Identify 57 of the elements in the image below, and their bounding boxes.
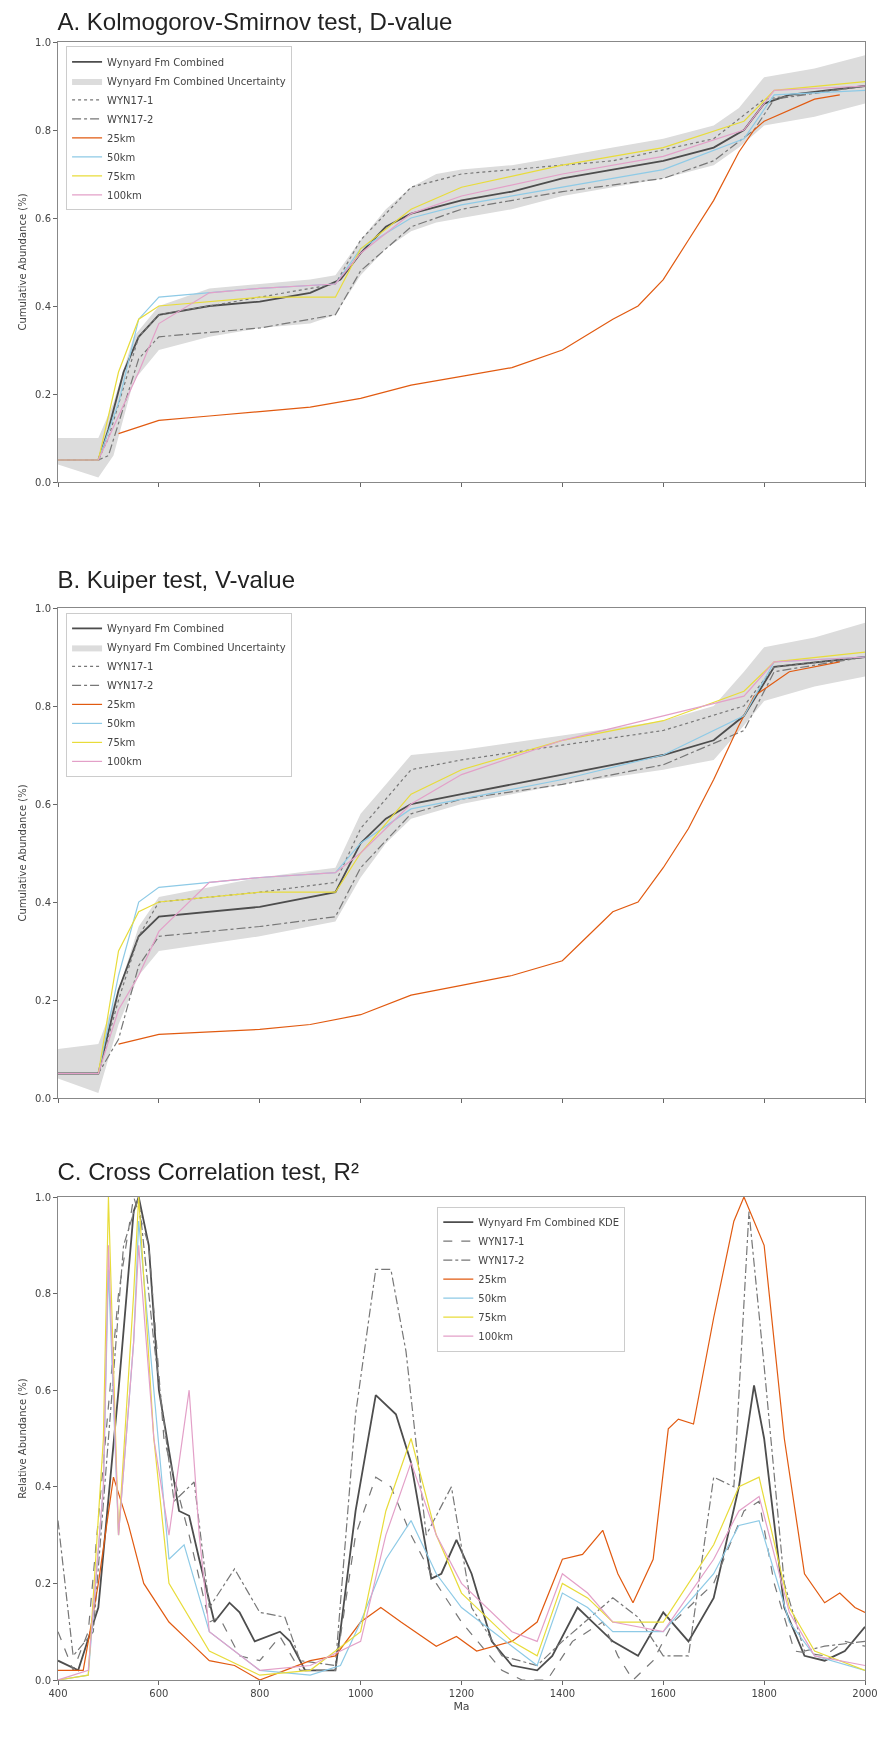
- legend-label: 50km: [107, 718, 136, 730]
- legend-label: 25km: [478, 1274, 507, 1286]
- x-axis-title: Ma: [453, 1700, 470, 1714]
- y-tick-label: 0.0: [35, 1092, 51, 1104]
- legend-label: 75km: [107, 737, 136, 749]
- y-tick-label: 1.0: [35, 36, 51, 48]
- y-tick-label: 0.6: [35, 212, 51, 224]
- y-tick-label: 1.0: [35, 1191, 51, 1203]
- x-tick-label: 1200: [448, 1688, 475, 1699]
- legend-label: WYN17-1: [478, 1236, 525, 1248]
- legend-label: 100km: [478, 1331, 513, 1343]
- x-tick-label: 1600: [650, 1688, 676, 1699]
- y-tick-label: 0.4: [35, 1481, 51, 1493]
- chart-title: B. Kuiper test, V-value: [57, 566, 295, 594]
- legend-label: 25km: [107, 132, 136, 144]
- legend-label: WYN17-2: [107, 680, 154, 692]
- x-tick-label: 2000: [852, 1688, 878, 1699]
- x-tick-label: 600: [149, 1688, 169, 1699]
- y-tick-label: 0.6: [35, 1384, 51, 1396]
- legend-label: Wynyard Fm Combined: [107, 623, 225, 635]
- legend-label: 75km: [107, 170, 136, 182]
- legend-label: WYN17-1: [107, 661, 154, 673]
- y-tick-label: 1.0: [35, 602, 51, 614]
- y-tick-label: 0.2: [35, 1577, 51, 1589]
- x-tick-label: 1800: [751, 1688, 777, 1699]
- x-tick-label: 800: [250, 1688, 270, 1699]
- legend-label: 25km: [107, 699, 136, 711]
- chart-title: A. Kolmogorov-Smirnov test, D-value: [57, 8, 453, 35]
- legend-label: 50km: [107, 151, 136, 163]
- x-tick-label: 400: [48, 1688, 68, 1699]
- y-tick-label: 0.2: [35, 994, 51, 1006]
- legend-label: Wynyard Fm Combined Uncertainty: [107, 75, 286, 87]
- legend-label: 100km: [107, 756, 142, 768]
- y-axis-title: Relative Abundance (%): [17, 1378, 29, 1499]
- legend-label: Wynyard Fm Combined: [107, 56, 225, 68]
- y-tick-label: 0.8: [35, 1288, 51, 1300]
- legend-label: WYN17-2: [478, 1255, 525, 1267]
- y-tick-label: 0.2: [35, 388, 51, 400]
- y-tick-label: 0.6: [35, 798, 51, 810]
- legend-label: Wynyard Fm Combined KDE: [478, 1217, 620, 1229]
- y-tick-label: 0.4: [35, 896, 51, 908]
- legend-label: Wynyard Fm Combined Uncertainty: [107, 642, 286, 654]
- legend-label: 50km: [478, 1293, 507, 1305]
- legend-label: 75km: [478, 1312, 507, 1324]
- chart-title: C. Cross Correlation test, R²: [57, 1157, 359, 1185]
- y-axis-title: Cumulative Abundance (%): [17, 193, 29, 331]
- legend-label: 100km: [107, 189, 142, 201]
- y-tick-label: 0.8: [35, 700, 51, 712]
- y-tick-label: 0.4: [35, 300, 51, 312]
- x-tick-label: 1400: [549, 1688, 576, 1699]
- y-tick-label: 0.0: [35, 1674, 51, 1686]
- legend-label: WYN17-2: [107, 113, 154, 125]
- y-axis-title: Cumulative Abundance (%): [17, 784, 29, 922]
- y-tick-label: 0.8: [35, 124, 51, 136]
- legend-label: WYN17-1: [107, 94, 154, 106]
- y-tick-label: 0.0: [35, 476, 51, 488]
- x-tick-label: 1000: [347, 1688, 374, 1699]
